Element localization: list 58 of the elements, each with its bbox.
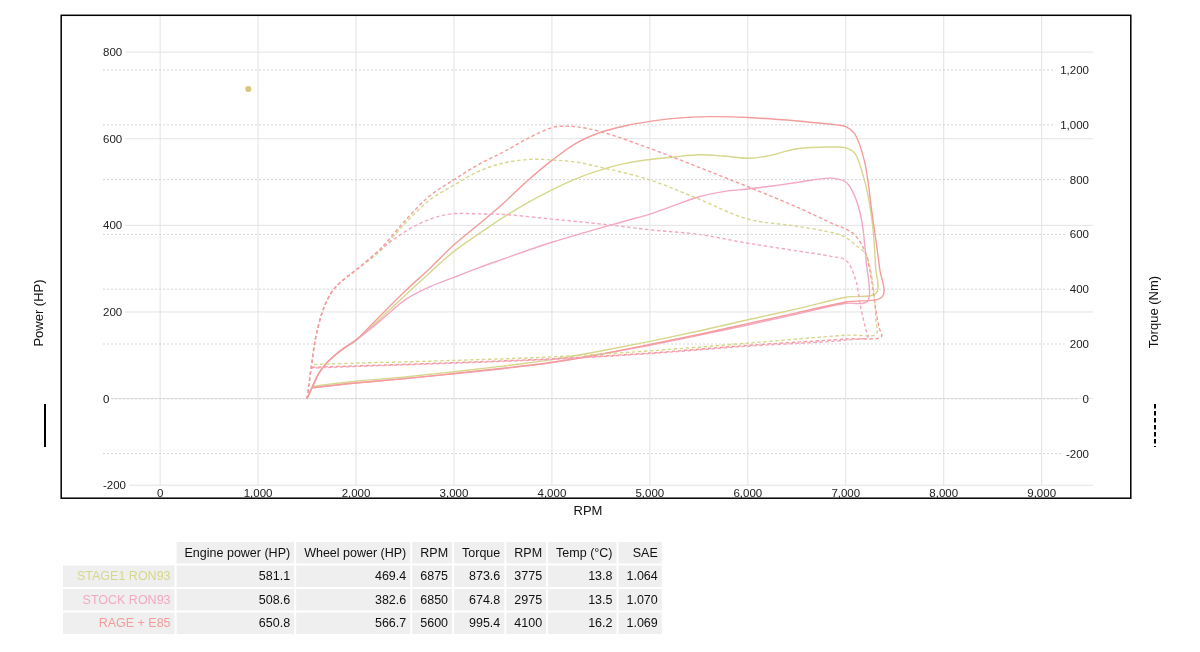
y-tick-label: 0: [103, 392, 110, 405]
y-axis-title: Power (HP): [30, 279, 46, 347]
x-tick-label: 8,000: [929, 487, 959, 499]
x-tick-label: 6,000: [733, 487, 763, 499]
text: 1.070: [626, 592, 658, 607]
text: STOCK RON93: [82, 592, 171, 607]
text: 382.6: [374, 592, 407, 607]
y2-tick-label: 0: [1082, 392, 1089, 405]
x-tick-label: 0: [156, 487, 164, 499]
text: 566.7: [374, 616, 407, 631]
y2-tick-label: 1,000: [1060, 118, 1089, 131]
text: 508.6: [258, 592, 291, 607]
text: 995.4: [469, 616, 501, 631]
text: 2975: [514, 592, 543, 607]
text: Torque: [462, 545, 501, 560]
y2-tick-label: -200: [1065, 447, 1089, 460]
text: 650.8: [258, 616, 291, 631]
y2-tick-label: 200: [1069, 337, 1089, 350]
text: SAE: [632, 545, 658, 560]
x-tick-label: 2,000: [341, 487, 371, 499]
y2-tick-label: 600: [1069, 228, 1089, 241]
x-tick-label: 5,000: [635, 487, 665, 499]
text: RPM: [514, 545, 543, 560]
text: 1.064: [626, 569, 658, 584]
text: 3775: [514, 569, 543, 584]
text: RPM: [420, 545, 449, 560]
x-tick-label: 1,000: [243, 487, 273, 499]
text: 16.2: [588, 616, 613, 631]
y-tick-label: 400: [103, 219, 123, 232]
text: Temp (°C): [556, 545, 613, 560]
x-tick-label: 4,000: [537, 487, 567, 499]
y-tick-label: 200: [103, 305, 123, 318]
y2-tick-label: 400: [1069, 283, 1089, 296]
y2-tick-label: 800: [1069, 173, 1089, 186]
text: Wheel power (HP): [304, 545, 407, 560]
text: 873.6: [469, 569, 501, 584]
text: 13.8: [588, 569, 613, 584]
y-tick-label: -200: [103, 479, 127, 492]
text: 581.1: [258, 569, 291, 584]
text: STAGE1 RON93: [76, 569, 171, 584]
x-axis-title: RPM: [573, 503, 603, 518]
x-tick-label: 9,000: [1027, 487, 1057, 499]
text: 6850: [420, 592, 449, 607]
y-tick-label: 800: [103, 46, 123, 59]
text: 13.5: [588, 592, 613, 607]
text: 5600: [420, 616, 449, 631]
y-tick-label: 600: [103, 132, 123, 145]
text: Engine power (HP): [184, 545, 291, 560]
x-tick-label: 7,000: [831, 487, 861, 499]
text: 674.8: [469, 592, 501, 607]
text: 4100: [514, 616, 543, 631]
y2-tick-label: 1,200: [1060, 64, 1089, 77]
text: RAGE + E85: [98, 616, 171, 631]
x-tick-label: 3,000: [439, 487, 469, 499]
text: 6875: [420, 569, 449, 584]
text: 469.4: [374, 569, 407, 584]
text: 1.069: [626, 616, 658, 631]
y2-axis-title: Torque (Nm): [1145, 275, 1161, 349]
